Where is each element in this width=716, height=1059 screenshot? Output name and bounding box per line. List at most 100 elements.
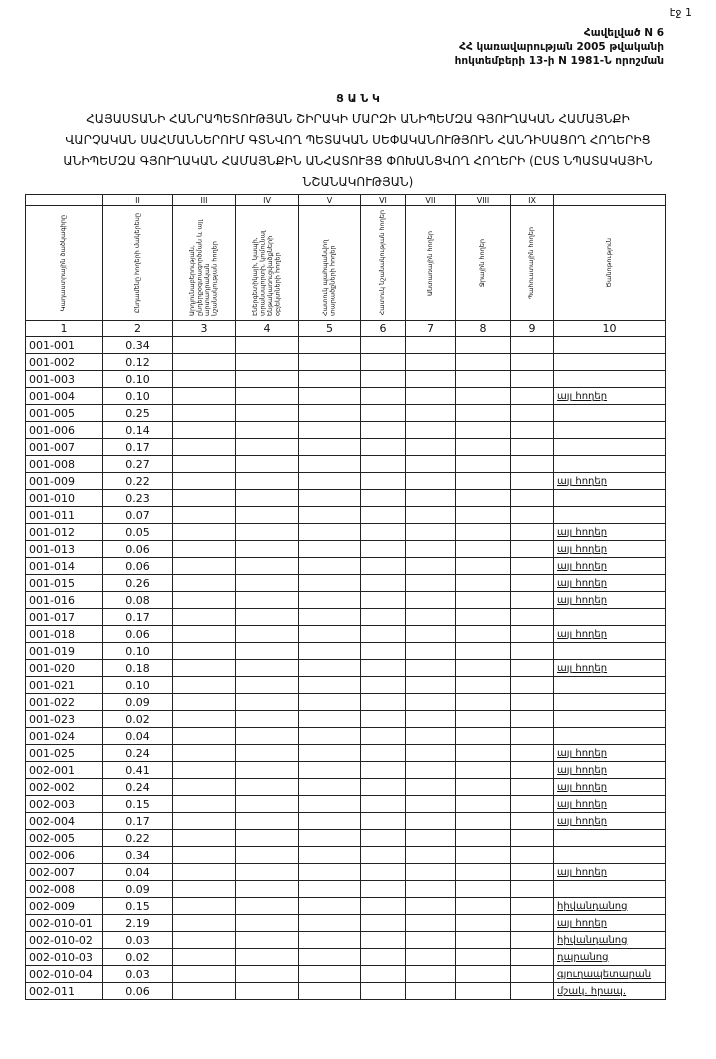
empty-cell [455,727,511,745]
cadastral-code: 001-025 [25,744,103,762]
empty-cell [405,795,456,813]
empty-cell [298,353,361,371]
empty-cell [235,642,299,660]
empty-cell [510,659,554,677]
empty-cell [298,982,361,1000]
empty-cell [510,846,554,864]
empty-cell [455,676,511,694]
empty-cell [510,353,554,371]
empty-cell [405,948,456,966]
empty-cell [405,642,456,660]
table-row: 002-007 0.04 այլ հողեր [25,863,666,881]
empty-cell [360,761,406,779]
empty-cell [360,472,406,490]
empty-cell [360,863,406,881]
column-number: 3 [172,320,236,337]
empty-cell [235,914,299,932]
empty-cell [405,846,456,864]
empty-cell [510,778,554,796]
empty-cell [235,353,299,371]
empty-cell [172,472,236,490]
empty-cell [360,336,406,354]
area: 0.06 [102,982,173,1000]
empty-cell [510,693,554,711]
title-heading: Ց Ա Ն Կ [336,92,380,105]
table-row: 002-010-04 0.03 գյուղապետարան [25,965,666,983]
empty-cell [298,574,361,592]
empty-cell [360,914,406,932]
note [553,727,666,745]
area: 0.25 [102,404,173,422]
empty-cell [360,710,406,728]
note: այլ հողեր [553,540,666,558]
empty-cell [298,625,361,643]
cadastral-code: 001-009 [25,472,103,490]
area: 0.06 [102,557,173,575]
empty-cell [360,846,406,864]
empty-cell [298,404,361,422]
area: 0.15 [102,795,173,813]
empty-cell [510,727,554,745]
table-row: 002-002 0.24 այլ հողեր [25,778,666,796]
empty-cell [510,676,554,694]
empty-cell [455,523,511,541]
empty-cell [360,693,406,711]
empty-cell [510,591,554,609]
column-header-cell: Հատուկ պահպանվող տարածքների հողեր [298,205,361,321]
cadastral-code: 001-002 [25,353,103,371]
empty-cell [172,829,236,847]
title: Ց Ա Ն Կ ՀԱՅԱՍՏԱՆԻ ՀԱՆՐԱՊԵՏՈՒԹՅԱՆ ՇԻՐԱԿԻ … [0,88,716,193]
page-number: էջ 1 [669,6,692,19]
empty-cell [455,506,511,524]
empty-cell [455,540,511,558]
empty-cell [360,642,406,660]
empty-cell [510,812,554,830]
note [553,370,666,388]
column-number: 10 [553,320,666,337]
cadastral-code: 002-010-03 [25,948,103,966]
column-number: 7 [405,320,456,337]
empty-cell [298,897,361,915]
empty-cell [405,625,456,643]
empty-cell [172,625,236,643]
note: հիվանդանոց [553,931,666,949]
empty-cell [405,727,456,745]
note: այլ հողեր [553,625,666,643]
empty-cell [360,880,406,898]
area: 0.17 [102,438,173,456]
table-row: 001-007 0.17 [25,438,666,456]
note: այլ հողեր [553,591,666,609]
roman-numeral [553,194,666,206]
column-header-cell: Հատուկ նշանակության հողեր [360,205,406,321]
note: մշակ. հրապ. [553,982,666,1000]
empty-cell [405,880,456,898]
empty-cell [510,931,554,949]
empty-cell [172,965,236,983]
empty-cell [172,693,236,711]
empty-cell [510,472,554,490]
table-row: 001-009 0.22 այլ հողեր [25,472,666,490]
column-header: Հատուկ պահպանվող տարածքների հողեր [321,239,337,316]
column-header: Արդյունաբերության, ընդերքօգտագործման և ա… [188,219,219,316]
cadastral-code: 001-005 [25,404,103,422]
empty-cell [510,897,554,915]
empty-cell [298,761,361,779]
column-header-cell: Արդյունաբերության, ընդերքօգտագործման և ա… [172,205,236,321]
empty-cell [360,948,406,966]
area: 0.14 [102,421,173,439]
empty-cell [360,353,406,371]
column-number: 8 [455,320,511,337]
note: այլ հողեր [553,914,666,932]
empty-cell [455,336,511,354]
empty-cell [235,982,299,1000]
empty-cell [235,897,299,915]
empty-cell [455,931,511,949]
empty-cell [510,965,554,983]
empty-cell [405,744,456,762]
column-header-cell: Անտառային հողեր [405,205,456,321]
empty-cell [235,795,299,813]
empty-cell [405,591,456,609]
cadastral-code: 002-002 [25,778,103,796]
table-row: 002-006 0.34 [25,846,666,864]
empty-cell [455,455,511,473]
